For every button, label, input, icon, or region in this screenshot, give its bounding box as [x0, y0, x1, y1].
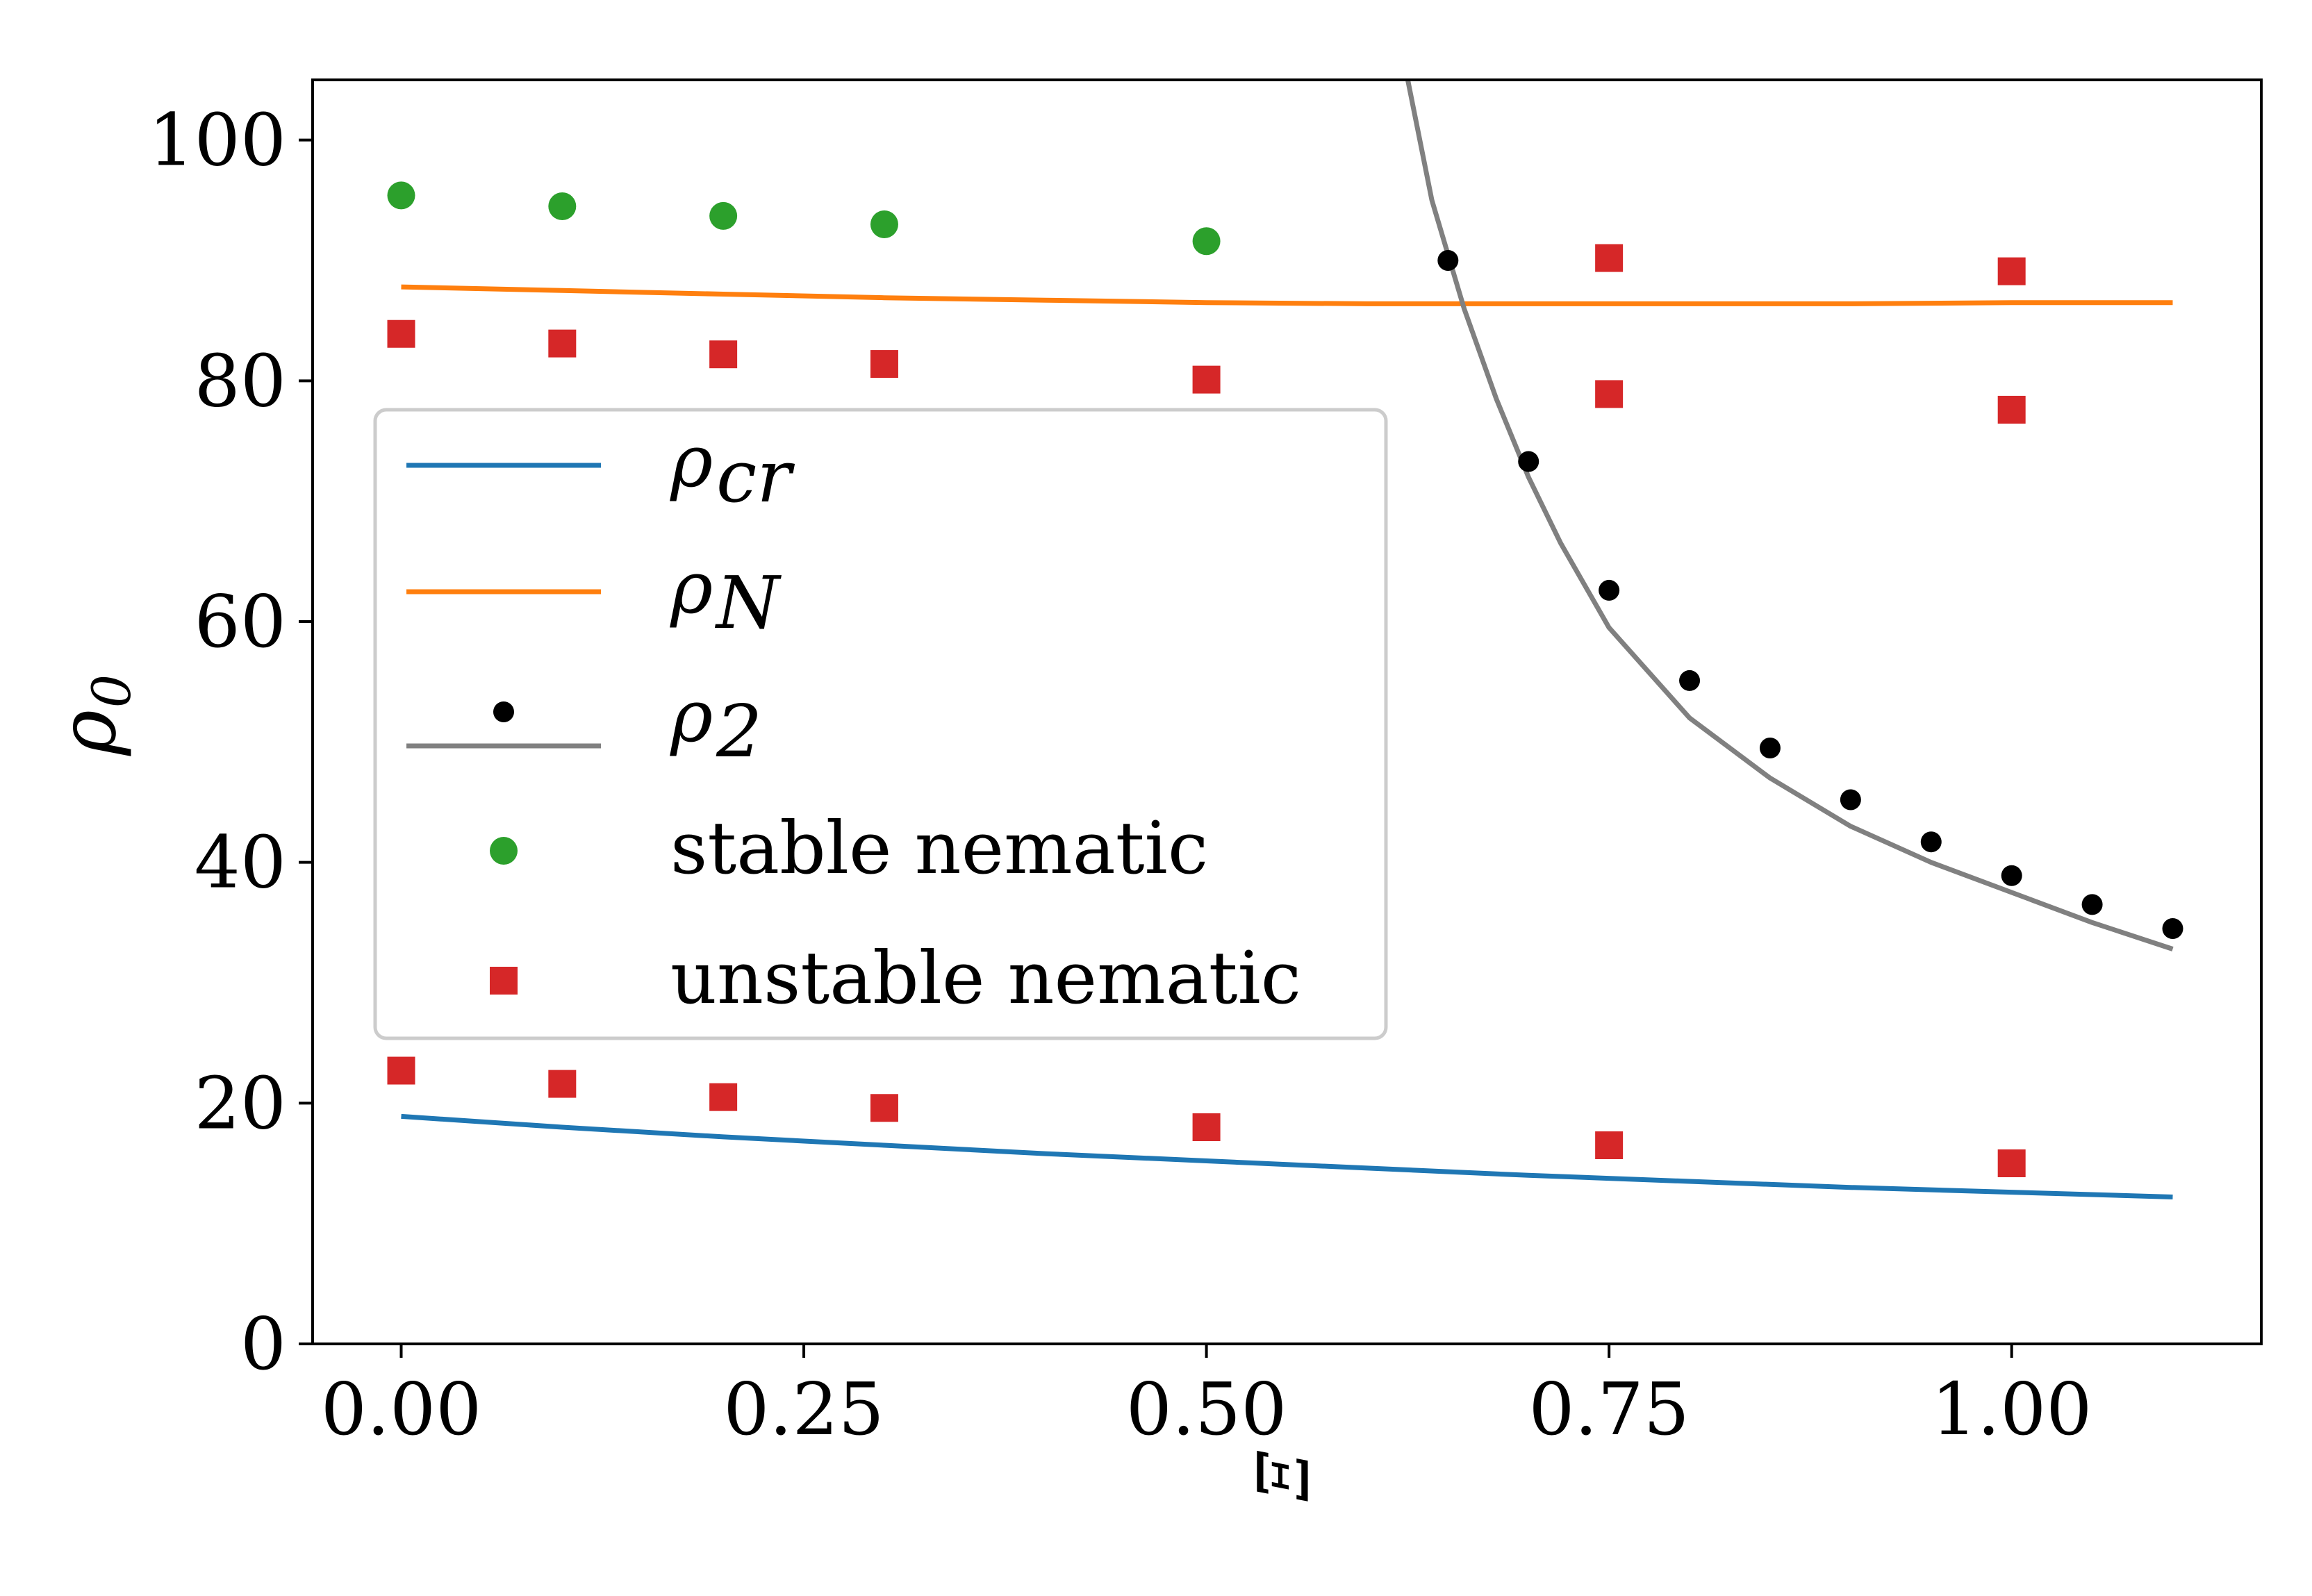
- legend-dot-swatch: [493, 701, 514, 722]
- point-rho-2-points-4: [1759, 738, 1781, 758]
- point-unstable-nematic-11: [709, 1083, 738, 1111]
- legend-label-base: ρ: [670, 545, 713, 630]
- x-tick-label: 0.00: [321, 1367, 482, 1452]
- point-stable-nematic-1: [548, 192, 577, 220]
- legend-circle-swatch: [490, 837, 518, 865]
- legend-label-base: ρ: [670, 419, 713, 504]
- point-unstable-nematic-14: [1595, 1131, 1624, 1159]
- point-rho-2-points-7: [2001, 865, 2022, 886]
- y-tick-label: 0: [240, 1302, 286, 1386]
- legend-label-sub: N: [714, 560, 782, 645]
- legend-label-sub: cr: [716, 434, 795, 519]
- x-axis-label: Ξ: [1244, 1450, 1325, 1502]
- point-unstable-nematic-9: [387, 1056, 415, 1085]
- legend-label-sub: 2: [716, 689, 762, 774]
- point-unstable-nematic-12: [870, 1094, 898, 1122]
- y-axis-label-sub: 0: [81, 674, 142, 708]
- legend-item-rho-cr: ρ cr: [406, 419, 795, 519]
- y-tick-label: 40: [195, 820, 286, 905]
- legend-label-base: ρ: [670, 674, 713, 758]
- point-unstable-nematic-2: [709, 340, 738, 369]
- point-stable-nematic-4: [1192, 227, 1221, 256]
- point-unstable-nematic-13: [1192, 1113, 1221, 1141]
- y-axis-label: ρ0: [43, 674, 142, 756]
- point-unstable-nematic-4: [1192, 365, 1221, 394]
- series-line-rho-cr: [401, 1113, 2173, 1199]
- point-stable-nematic-3: [870, 210, 898, 238]
- y-axis-label-base: ρ: [43, 710, 133, 756]
- point-unstable-nematic-6: [1595, 380, 1624, 408]
- point-stable-nematic-0: [387, 181, 415, 210]
- point-rho-2-points-9: [2162, 918, 2183, 939]
- point-unstable-nematic-8: [1997, 395, 2026, 424]
- point-unstable-nematic-5: [1595, 244, 1624, 272]
- axes-frame: [311, 78, 2263, 1345]
- point-unstable-nematic-15: [1997, 1149, 2026, 1177]
- point-rho-2-points-3: [1679, 670, 1701, 691]
- point-stable-nematic-2: [709, 201, 738, 230]
- series-line-rho-2-curve: [1405, 80, 2174, 951]
- point-unstable-nematic-7: [1997, 257, 2026, 285]
- y-tick-label: 80: [195, 338, 286, 423]
- y-tick-label: 60: [195, 579, 286, 664]
- point-unstable-nematic-1: [548, 329, 577, 358]
- point-unstable-nematic-10: [548, 1070, 577, 1098]
- legend-item-unstable: unstable nematic: [490, 936, 1301, 1020]
- point-rho-2-points-0: [1437, 250, 1459, 271]
- point-rho-2-points-1: [1518, 451, 1539, 472]
- point-unstable-nematic-0: [387, 319, 415, 348]
- series-line-rho-n: [401, 284, 2173, 306]
- x-tick-label: 0.50: [1126, 1367, 1287, 1452]
- plot-area: [387, 80, 2183, 1199]
- x-tick-label: 1.00: [1931, 1367, 2092, 1452]
- point-rho-2-points-6: [1920, 831, 1942, 853]
- y-tick-label: 20: [195, 1061, 286, 1145]
- legend-label: unstable nematic: [670, 936, 1301, 1020]
- legend-item-stable: stable nematic: [490, 806, 1208, 890]
- y-tick-label: 100: [148, 98, 286, 183]
- x-tick-label: 0.75: [1528, 1367, 1690, 1452]
- point-rho-2-points-5: [1840, 789, 1861, 811]
- x-tick-label: 0.25: [723, 1367, 884, 1452]
- legend-label: stable nematic: [670, 806, 1208, 890]
- point-rho-2-points-8: [2081, 894, 2103, 915]
- point-rho-2-points-2: [1599, 579, 1620, 601]
- legend-square-swatch: [490, 967, 518, 995]
- legend-box: [373, 408, 1388, 1040]
- point-unstable-nematic-3: [870, 350, 898, 379]
